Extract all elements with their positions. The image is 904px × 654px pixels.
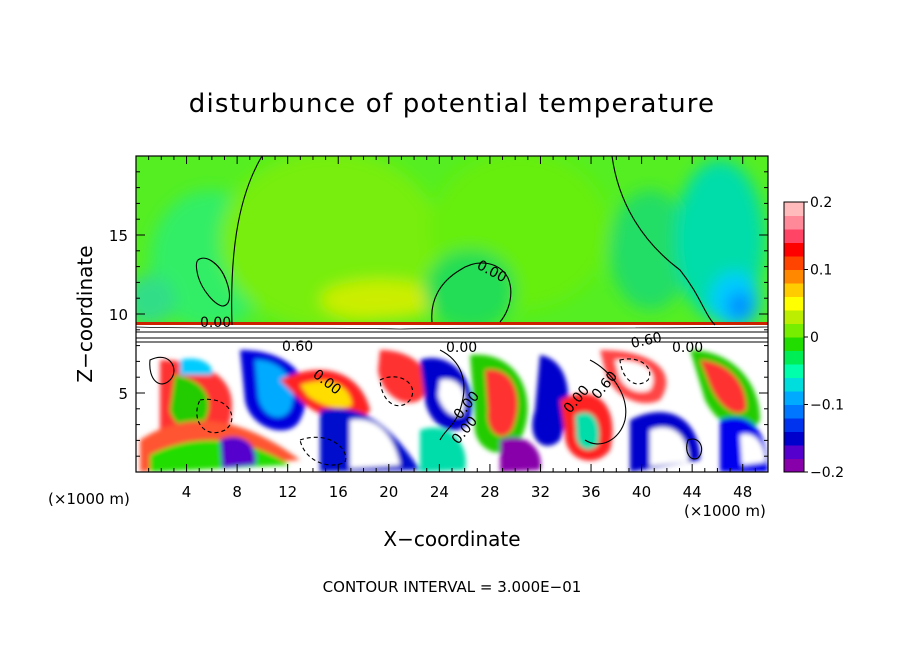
x-tick-label: 32 bbox=[531, 483, 550, 501]
colorbar-swatch bbox=[784, 458, 804, 473]
x-tick-label: 24 bbox=[430, 483, 449, 501]
x-unit-right: (×1000 m) bbox=[684, 502, 766, 520]
x-tick-label: 40 bbox=[632, 483, 651, 501]
x-axis: 4 8 12 16 20 24 28 32 36 40 44 48 bbox=[148, 156, 756, 501]
x-axis-label: X−coordinate bbox=[383, 527, 520, 551]
colorbar-swatch bbox=[784, 310, 804, 324]
colorbar-swatch bbox=[784, 364, 804, 378]
x-tick-label: 12 bbox=[278, 483, 297, 501]
contour-label: 0.60 bbox=[630, 330, 664, 352]
x-tick-label: 20 bbox=[379, 483, 398, 501]
chart-title: disturbunce of potential temperature bbox=[189, 89, 716, 119]
y-axis: 5 10 15 bbox=[109, 171, 768, 457]
x-tick-label: 4 bbox=[182, 483, 192, 501]
colorbar-tick-label: 0.1 bbox=[810, 263, 832, 279]
x-tick-label: 36 bbox=[581, 483, 600, 501]
colorbar-swatch bbox=[784, 215, 804, 230]
colorbar-tick-label: 0.2 bbox=[810, 195, 832, 211]
y-tick-label: 5 bbox=[118, 385, 128, 403]
colorbar-swatch bbox=[784, 418, 804, 432]
contour-label: 0.00 bbox=[672, 340, 703, 356]
contour-label: 0.60 bbox=[282, 339, 313, 355]
x-unit-left: (×1000 m) bbox=[48, 490, 130, 508]
colorbar-swatch bbox=[784, 377, 804, 392]
colorbar-swatch bbox=[784, 391, 804, 405]
contour-label: 0.00 bbox=[200, 315, 231, 331]
x-tick-label: 28 bbox=[480, 483, 499, 501]
colorbar-swatch bbox=[784, 323, 804, 338]
x-tick-label: 8 bbox=[232, 483, 242, 501]
heatmap-field bbox=[136, 156, 768, 472]
colorbar-swatch bbox=[784, 445, 804, 459]
x-tick-label: 48 bbox=[733, 483, 752, 501]
contour-interval-note: CONTOUR INTERVAL = 3.000E−01 bbox=[323, 578, 582, 596]
x-tick-label: 16 bbox=[329, 483, 348, 501]
colorbar-tick-label: 0 bbox=[810, 330, 819, 346]
colorbar-swatch bbox=[784, 202, 804, 216]
y-tick-label: 10 bbox=[109, 306, 128, 324]
colorbar-tick-label: −0.1 bbox=[810, 398, 844, 414]
colorbar-swatch bbox=[784, 404, 804, 419]
colorbar-swatch bbox=[784, 337, 804, 351]
colorbar bbox=[784, 202, 804, 473]
y-tick-label: 15 bbox=[109, 227, 128, 245]
colorbar-swatch bbox=[784, 269, 804, 284]
colorbar-swatch bbox=[784, 242, 804, 257]
colorbar-swatch bbox=[784, 229, 804, 243]
colorbar-swatch bbox=[784, 283, 804, 297]
colorbar-swatch bbox=[784, 256, 804, 270]
x-tick-label: 44 bbox=[683, 483, 702, 501]
colorbar-swatch bbox=[784, 350, 804, 365]
contour-lines bbox=[136, 156, 768, 466]
colorbar-swatch bbox=[784, 431, 804, 446]
colorbar-swatch bbox=[784, 296, 804, 311]
y-axis-label: Z−coordinate bbox=[73, 245, 97, 382]
colorbar-tick-label: −0.2 bbox=[810, 465, 844, 481]
colorbar-ticks: 0.2 0.1 0 −0.1 −0.2 bbox=[804, 195, 844, 481]
contour-label: 0.00 bbox=[446, 340, 477, 356]
